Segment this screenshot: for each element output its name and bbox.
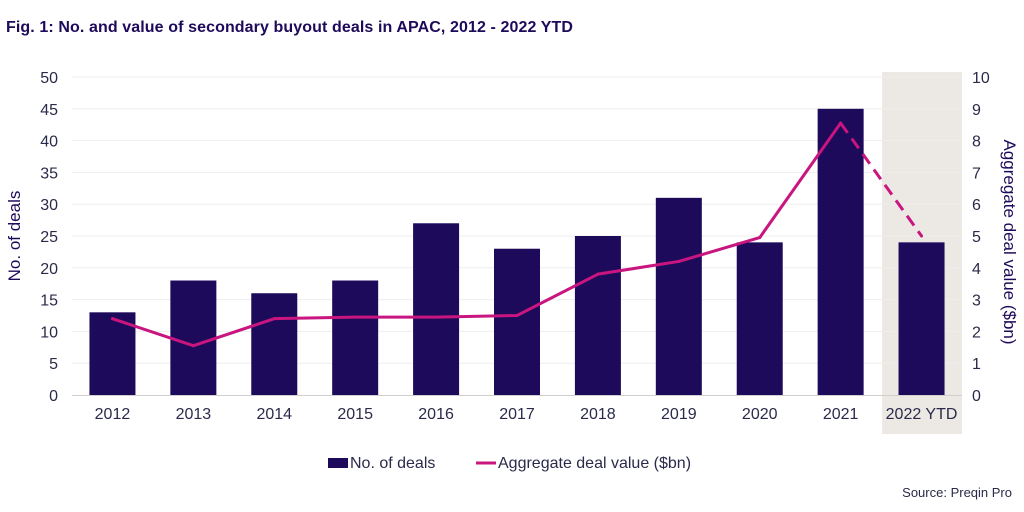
line-point	[758, 236, 762, 240]
bars-series-deals	[89, 108, 945, 396]
x-tick-label: 2013	[176, 406, 212, 423]
y2-tick-label: 0	[972, 388, 981, 405]
bar	[574, 236, 621, 395]
bar	[413, 223, 460, 395]
y2-tick-label: 3	[972, 293, 981, 310]
y-tick-label: 0	[49, 388, 58, 405]
bar	[655, 197, 702, 395]
x-tick-label: 2017	[499, 406, 535, 423]
x-tick-label: 2015	[337, 406, 373, 423]
y-axis-title: No. of deals	[5, 191, 24, 282]
y2-tick-label: 9	[972, 102, 981, 119]
y-tick-label: 20	[40, 261, 58, 278]
x-tick-label: 2012	[95, 406, 131, 423]
x-tick-label: 2022 YTD	[886, 406, 958, 423]
legend: No. of deals Aggregate deal value ($bn)	[328, 455, 691, 472]
bar	[332, 280, 379, 395]
line-point	[191, 344, 195, 348]
chart-title: Fig. 1: No. and value of secondary buyou…	[6, 19, 574, 36]
y2-tick-label: 7	[972, 165, 981, 182]
source-note: Source: Preqin Pro	[902, 485, 1012, 500]
line-solid	[110, 121, 843, 348]
bar	[89, 312, 136, 395]
line-point	[677, 259, 681, 263]
y-tick-label: 35	[40, 165, 58, 182]
y-tick-label: 40	[40, 134, 58, 151]
bar	[170, 280, 217, 395]
line-point	[596, 272, 600, 276]
y-tick-label: 15	[40, 293, 58, 310]
line-dashed-ytd	[839, 122, 923, 237]
y2-axis-title: Aggregate deal value ($bn)	[1000, 139, 1019, 344]
line-point	[434, 315, 438, 319]
bar	[817, 108, 864, 396]
y-tick-label: 10	[40, 324, 58, 341]
bar	[494, 248, 540, 395]
line-point	[515, 314, 519, 317]
y2-tick-label: 8	[972, 134, 981, 151]
y2-tick-label: 6	[972, 197, 981, 214]
y-tick-label: 50	[40, 70, 58, 87]
legend-swatch-deals	[328, 458, 348, 468]
line-point	[920, 234, 924, 238]
x-tick-label: 2018	[580, 406, 616, 423]
y-tick-label: 5	[49, 356, 58, 373]
line-point	[839, 121, 843, 125]
y-tick-label: 45	[40, 102, 58, 119]
line-point	[272, 317, 276, 321]
y2-tick-label: 10	[972, 70, 990, 87]
x-tick-label: 2014	[256, 406, 292, 423]
bar	[251, 293, 298, 395]
y2-tick-label: 4	[972, 261, 981, 278]
bar	[736, 242, 783, 395]
legend-label-value: Aggregate deal value ($bn)	[498, 455, 691, 472]
legend-label-deals: No. of deals	[350, 455, 435, 472]
x-tick-label: 2016	[418, 406, 454, 423]
y-tick-label: 25	[40, 229, 58, 246]
bar	[898, 242, 945, 395]
y-tick-label: 30	[40, 197, 58, 214]
y2-tick-label: 1	[972, 356, 981, 373]
x-tick-label: 2019	[661, 406, 697, 423]
x-tick-label: 2021	[823, 406, 859, 423]
line-point	[110, 317, 114, 321]
line-point	[353, 315, 357, 319]
y2-tick-label: 5	[972, 229, 981, 246]
line-series-value	[110, 121, 924, 348]
x-tick-label: 2020	[742, 406, 778, 423]
y2-tick-label: 2	[972, 324, 981, 341]
